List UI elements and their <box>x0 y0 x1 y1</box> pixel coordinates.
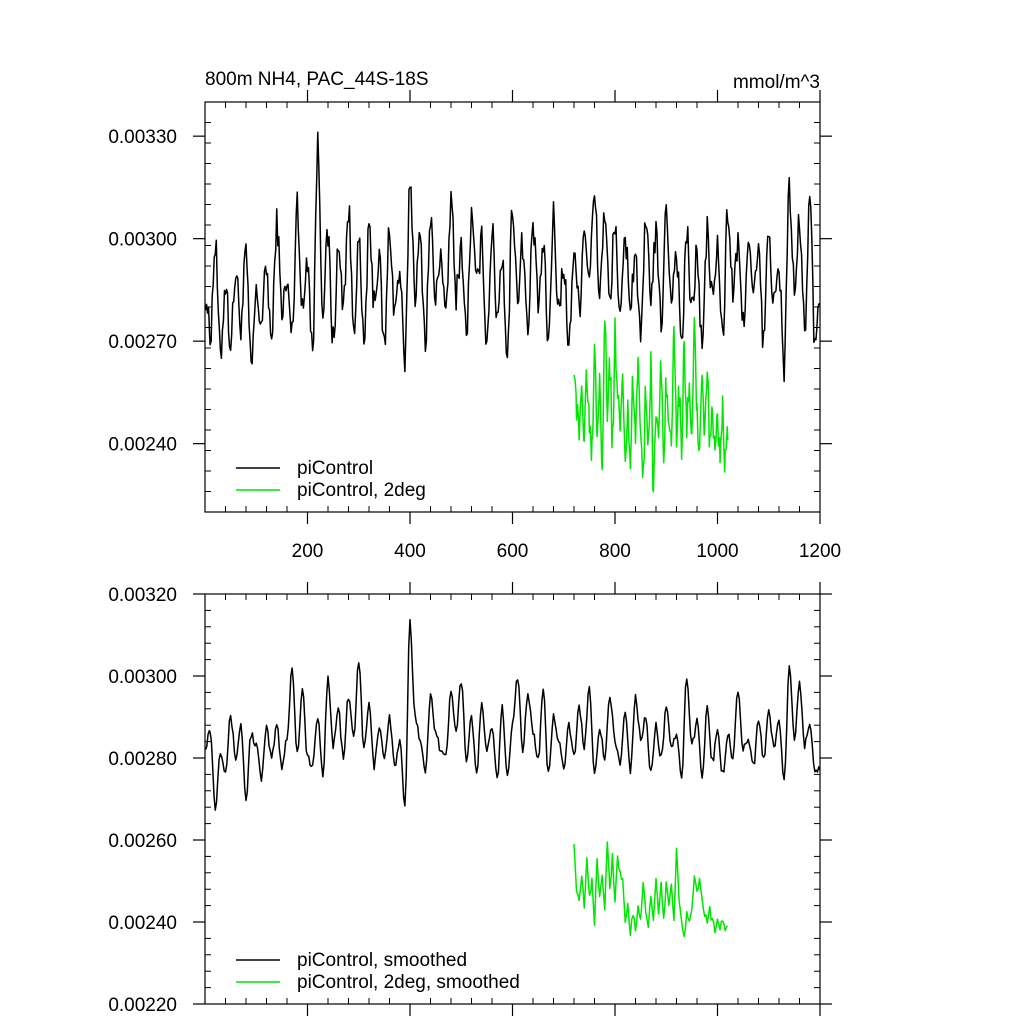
panel-title: 800m NH4, PAC_44S-18S <box>205 69 429 90</box>
legend-label: piControl, 2deg <box>297 480 426 501</box>
x-tick-label: 400 <box>394 541 426 562</box>
series-line-picontrol-2deg <box>573 316 729 493</box>
y-tick-label: 0.00330 <box>108 127 177 148</box>
bottom-panel: 0.00220 0.00240 0.00260 0.00280 0.00300 0.003… <box>108 582 832 1016</box>
x-tick-label: 1000 <box>696 541 738 562</box>
y-tick-label: 0.00300 <box>108 667 177 688</box>
legend-label: piControl <box>297 458 373 479</box>
y-tick-label: 0.00270 <box>108 332 177 353</box>
x-tick-label: 600 <box>497 541 529 562</box>
x-tick-label: 800 <box>599 541 631 562</box>
plot-frame <box>204 593 821 1005</box>
series-line-picontrol-2deg <box>573 841 729 938</box>
y-tick-label: 0.00220 <box>108 995 177 1016</box>
legend-label: piControl, smoothed <box>297 950 467 971</box>
y-tick-label: 0.00240 <box>108 435 177 456</box>
plot-frame <box>204 101 821 513</box>
y-tick-label: 0.00300 <box>108 230 177 251</box>
y-tick-label: 0.00320 <box>108 585 177 606</box>
y-tick-label: 0.00260 <box>108 831 177 852</box>
top-panel: 800m NH4, PAC_44S-18S mmol/m^3 200 400 600… <box>108 69 841 562</box>
y-tick-label: 0.00280 <box>108 749 177 770</box>
units-label: mmol/m^3 <box>733 72 820 93</box>
x-tick-label: 1200 <box>799 541 841 562</box>
series-line-picontrol <box>204 618 821 811</box>
y-tick-label: 0.00240 <box>108 913 177 934</box>
legend-label: piControl, 2deg, smoothed <box>297 972 520 993</box>
series-line-picontrol <box>204 131 821 383</box>
x-tick-label: 200 <box>292 541 324 562</box>
